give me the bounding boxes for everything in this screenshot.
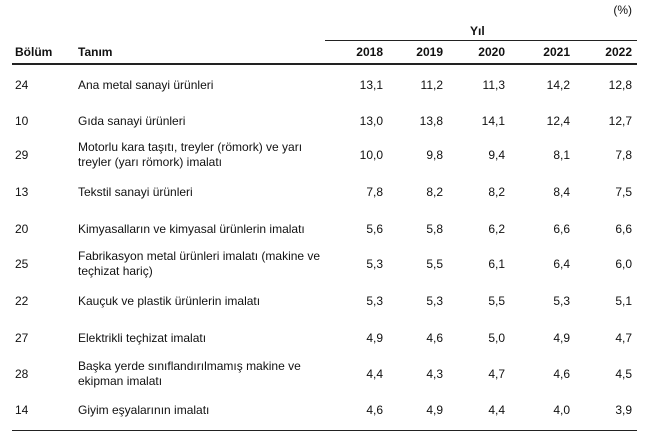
row-code: 14 bbox=[15, 402, 29, 417]
cell-value: 8,1 bbox=[553, 147, 570, 162]
row-code: 10 bbox=[15, 113, 29, 128]
cell-value: 12,4 bbox=[546, 113, 570, 128]
cell-value: 9,8 bbox=[426, 147, 443, 162]
cell-value: 4,7 bbox=[615, 330, 632, 345]
cell-value: 7,5 bbox=[615, 184, 632, 199]
row-code: 20 bbox=[15, 221, 29, 236]
cell-value: 12,8 bbox=[608, 77, 632, 92]
cell-value: 5,5 bbox=[488, 293, 505, 308]
rule bbox=[12, 63, 637, 65]
group-header: Yıl bbox=[470, 24, 485, 38]
cell-value: 6,4 bbox=[553, 256, 570, 271]
row-code: 29 bbox=[15, 147, 29, 162]
cell-value: 4,0 bbox=[553, 402, 570, 417]
row-code: 27 bbox=[15, 330, 29, 345]
cell-value: 4,9 bbox=[426, 402, 443, 417]
row-description: Fabrikasyon metal ürünleri imalatı (maki… bbox=[78, 249, 321, 278]
row-description: Kimyasalların ve kimyasal ürünlerin imal… bbox=[78, 221, 305, 236]
cell-value: 5,6 bbox=[366, 221, 383, 236]
row-description: Ana metal sanayi ürünleri bbox=[78, 77, 214, 92]
row-description: Giyim eşyalarının imalatı bbox=[78, 402, 210, 417]
cell-value: 6,6 bbox=[553, 221, 570, 236]
cell-value: 7,8 bbox=[615, 147, 632, 162]
cell-value: 4,9 bbox=[553, 330, 570, 345]
cell-value: 13,0 bbox=[359, 113, 383, 128]
row-code: 24 bbox=[15, 77, 29, 92]
cell-value: 4,6 bbox=[426, 330, 443, 345]
cell-value: 7,8 bbox=[366, 184, 383, 199]
cell-value: 14,1 bbox=[481, 113, 505, 128]
cell-value: 4,9 bbox=[366, 330, 383, 345]
cell-value: 4,6 bbox=[366, 402, 383, 417]
row-code: 13 bbox=[15, 184, 29, 199]
row-description: Elektrikli teçhizat imalatı bbox=[78, 330, 207, 345]
cell-value: 4,4 bbox=[366, 366, 383, 381]
row-description: Gıda sanayi ürünleri bbox=[78, 113, 186, 128]
cell-value: 13,1 bbox=[359, 77, 383, 92]
rule bbox=[12, 430, 637, 431]
cell-value: 11,2 bbox=[420, 77, 443, 92]
cell-value: 4,3 bbox=[426, 366, 443, 381]
cell-value: 4,7 bbox=[488, 366, 505, 381]
cell-value: 11,3 bbox=[482, 77, 505, 92]
column-header: 2019 bbox=[416, 45, 443, 59]
cell-value: 6,1 bbox=[488, 256, 505, 271]
cell-value: 5,8 bbox=[426, 221, 443, 236]
cell-value: 6,0 bbox=[615, 256, 632, 271]
cell-value: 8,2 bbox=[488, 184, 505, 199]
column-header: 2020 bbox=[478, 45, 505, 59]
cell-value: 5,1 bbox=[615, 293, 632, 308]
rule bbox=[325, 40, 637, 41]
cell-value: 6,2 bbox=[488, 221, 505, 236]
cell-value: 5,3 bbox=[366, 256, 383, 271]
cell-value: 5,5 bbox=[426, 256, 443, 271]
cell-value: 5,3 bbox=[426, 293, 443, 308]
cell-value: 5,0 bbox=[488, 330, 505, 345]
cell-value: 8,2 bbox=[426, 184, 443, 199]
column-header: 2022 bbox=[605, 45, 632, 59]
row-code: 28 bbox=[15, 366, 29, 381]
cell-value: 5,3 bbox=[366, 293, 383, 308]
column-header: Tanım bbox=[78, 45, 113, 59]
cell-value: 4,4 bbox=[488, 402, 505, 417]
row-description: Başka yerde sınıflandırılmamış makine ve… bbox=[78, 359, 301, 388]
row-code: 25 bbox=[15, 256, 29, 271]
cell-value: 6,6 bbox=[615, 221, 632, 236]
cell-value: 5,3 bbox=[553, 293, 570, 308]
row-description: Kauçuk ve plastik ürünlerin imalatı bbox=[78, 293, 261, 308]
cell-value: 8,4 bbox=[553, 184, 570, 199]
cell-value: 10,0 bbox=[359, 147, 383, 162]
column-header: Bölüm bbox=[15, 45, 53, 59]
column-header: 2018 bbox=[356, 45, 383, 59]
row-description: Motorlu kara taşıtı, treyler (römork) ve… bbox=[78, 140, 303, 169]
cell-value: 13,8 bbox=[419, 113, 443, 128]
cell-value: 3,9 bbox=[615, 402, 632, 417]
cell-value: 14,2 bbox=[546, 77, 570, 92]
column-header: 2021 bbox=[543, 45, 570, 59]
cell-value: 12,7 bbox=[608, 113, 632, 128]
cell-value: 9,4 bbox=[488, 147, 505, 162]
row-code: 22 bbox=[15, 293, 29, 308]
unit-note: (%) bbox=[613, 3, 632, 17]
cell-value: 4,5 bbox=[615, 366, 632, 381]
cell-value: 4,6 bbox=[553, 366, 570, 381]
row-description: Tekstil sanayi ürünleri bbox=[78, 184, 193, 199]
